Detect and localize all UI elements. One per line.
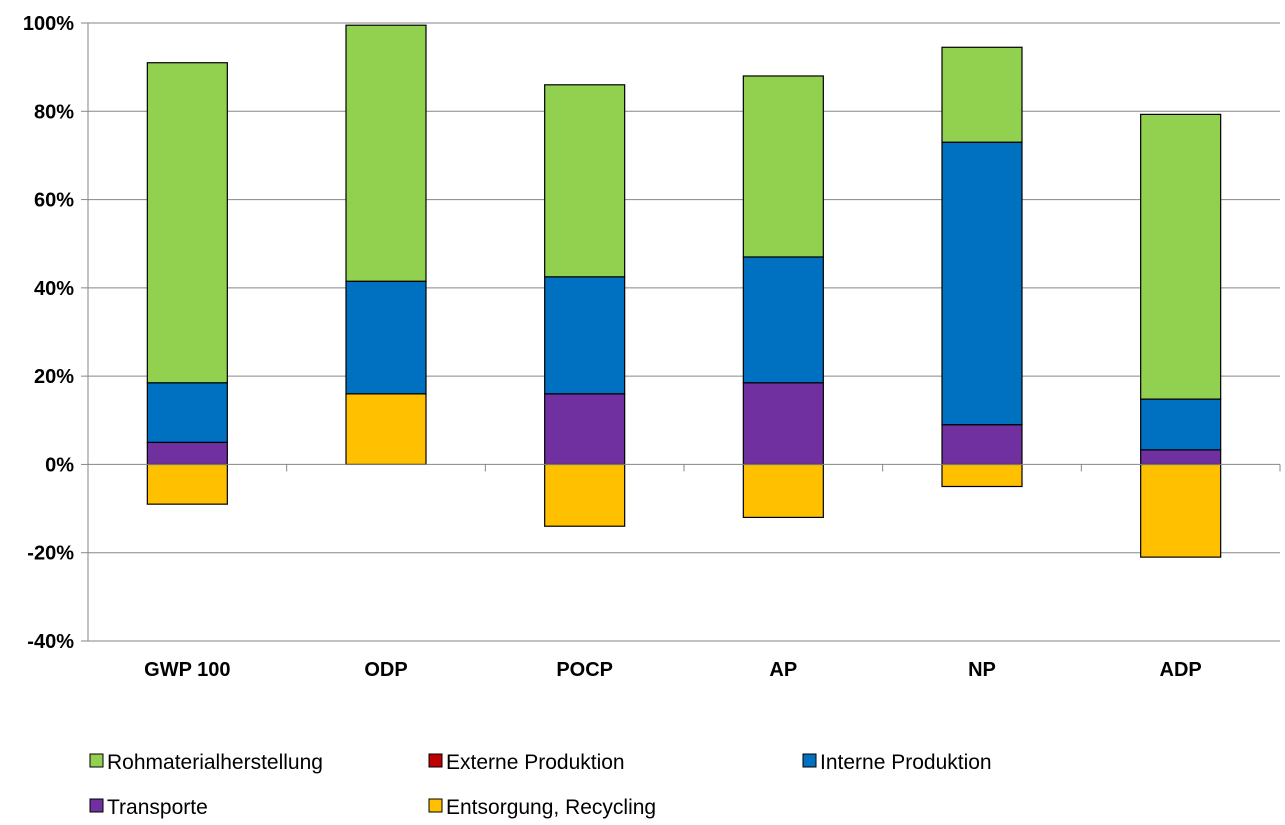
y-tick-label: 20% (34, 366, 74, 388)
bar-segment (941, 424, 1023, 466)
bar-segment (1140, 398, 1222, 451)
bar-segment (544, 393, 626, 466)
bar-segment (742, 256, 824, 384)
bar-segment (1140, 463, 1222, 558)
legend-label: Externe Produktion (446, 751, 625, 774)
legend-swatch (428, 753, 443, 768)
bar-segment (1140, 449, 1222, 466)
y-tick-label: -20% (27, 543, 74, 565)
bar-segment (941, 141, 1023, 426)
bar-segment (1140, 113, 1222, 400)
bar-segment (742, 382, 824, 466)
legend: Rohmaterialherstellung Externe Produktion… (89, 751, 992, 819)
legend-swatch (89, 753, 104, 768)
legend-label: Rohmaterialherstellung (107, 751, 323, 774)
bars (146, 24, 1222, 558)
y-tick-label: 0% (45, 454, 74, 476)
bar-segment (146, 382, 228, 443)
legend-swatch (428, 798, 443, 813)
bar-segment (345, 280, 427, 395)
y-tick-label: 60% (34, 190, 74, 212)
bar-segment (742, 75, 824, 258)
bar-segment (146, 463, 228, 505)
x-tick-label: ODP (364, 659, 407, 681)
y-tick-label: 100% (23, 13, 74, 35)
legend-label: Interne Produktion (820, 751, 992, 774)
bar-segment (544, 276, 626, 395)
y-tick-label: 40% (34, 278, 74, 300)
bar-segment (345, 393, 427, 466)
gridlines (88, 22, 1280, 642)
legend-label: Transporte (107, 796, 208, 819)
legend-swatch (802, 753, 817, 768)
bar-segment (146, 441, 228, 466)
labels: -40% -20% 0% 20% 40% 60% 80% 100% GWP 100 ODP POCP… (23, 13, 1202, 681)
legend-swatch (89, 798, 104, 813)
x-tick-label: POCP (556, 659, 613, 681)
y-tick-label: -40% (27, 631, 74, 653)
y-tick-label: 80% (34, 101, 74, 123)
bar-segment (345, 24, 427, 282)
x-tick-label: ADP (1160, 659, 1202, 681)
bar-segment (941, 463, 1023, 488)
axes (81, 22, 1281, 642)
x-tick-label: AP (769, 659, 797, 681)
bar-segment (941, 46, 1023, 143)
bar-segment (544, 84, 626, 278)
legend-label: Entsorgung, Recycling (446, 796, 656, 819)
bar-segment (742, 463, 824, 518)
x-tick-label: NP (968, 659, 996, 681)
x-tick-label: GWP 100 (144, 659, 230, 681)
bar-segment (146, 62, 228, 384)
bar-segment (544, 463, 626, 527)
